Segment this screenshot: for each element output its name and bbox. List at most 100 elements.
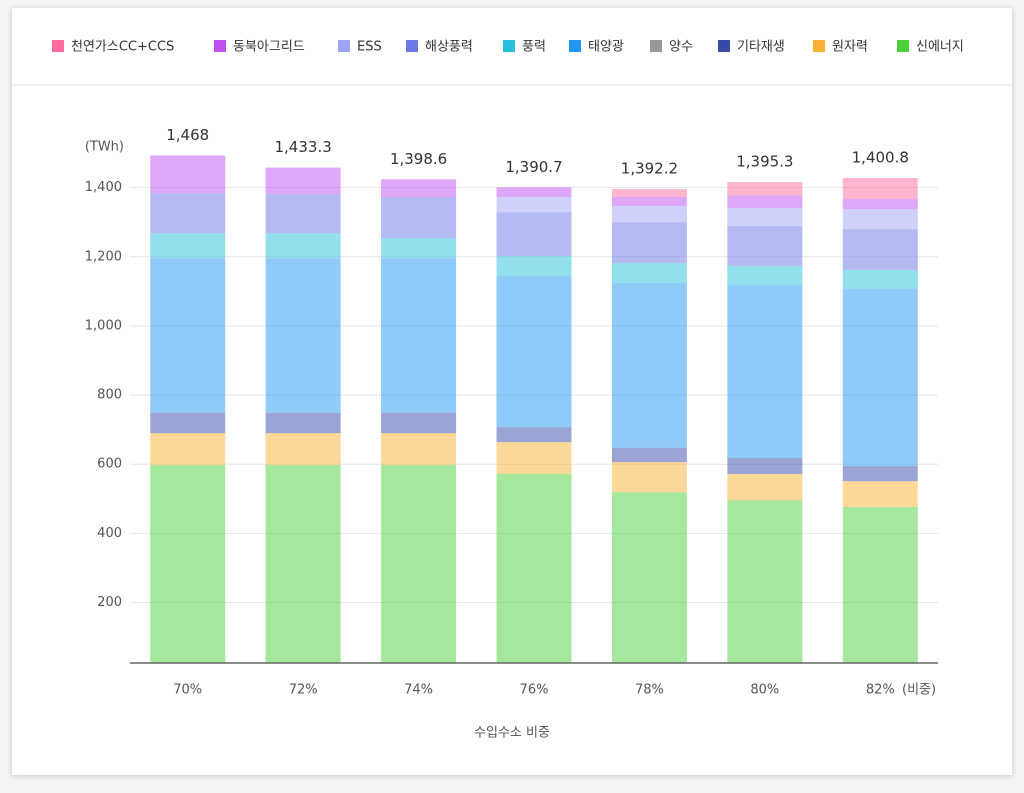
bar-segment (381, 179, 457, 197)
bar-segment (727, 473, 803, 501)
x-tick-label: 76% (520, 683, 549, 698)
bar-segment (496, 196, 572, 213)
bar-segment (265, 433, 341, 465)
total-label: 1,468 (166, 126, 209, 144)
bar-segment (611, 263, 687, 284)
legend-swatch (650, 40, 662, 52)
bar-segment (150, 433, 226, 465)
bar-segment (842, 177, 918, 200)
bar-segment (727, 285, 803, 458)
bar-segment (842, 229, 918, 270)
y-tick-label: 400 (97, 526, 122, 541)
bar-segment (611, 205, 687, 223)
bar-segment (150, 258, 226, 414)
bar-segment (496, 256, 572, 277)
y-tick-label: 600 (97, 457, 122, 472)
x-axis-title: 수입수소 비중 (474, 726, 550, 741)
legend-label: 신에너지 (916, 40, 964, 55)
bar-segment (727, 195, 803, 209)
bar-segment (727, 266, 803, 286)
legend-label: 동북아그리드 (233, 40, 305, 55)
total-label: 1,398.6 (390, 150, 447, 168)
legend-label: ESS (357, 40, 382, 55)
x-tick-label: 80% (750, 683, 779, 698)
bar-segment (381, 433, 457, 465)
bar-segment (381, 464, 457, 663)
bar-segment (496, 212, 572, 257)
legend-swatch (569, 40, 581, 52)
bar-segment (727, 500, 803, 663)
x-tick-label: 74% (404, 683, 433, 698)
bar-segment (150, 193, 226, 234)
legend-swatch (406, 40, 418, 52)
legend-label: 풍력 (522, 40, 546, 55)
legend-label: 해상풍력 (425, 40, 473, 55)
total-label: 1,400.8 (852, 148, 909, 166)
bar-segment (265, 167, 341, 195)
legend-swatch (897, 40, 909, 52)
bar-segment (727, 208, 803, 227)
bar-segment (611, 222, 687, 264)
bar-segment (381, 413, 457, 434)
bar-segment (265, 233, 341, 259)
bar-segment (611, 196, 687, 206)
legend-swatch (338, 40, 350, 52)
bar-segment (842, 465, 918, 482)
legend-label: 기타재생 (737, 40, 785, 55)
bar-segment (381, 196, 457, 239)
bar-segment (842, 507, 918, 663)
y-tick-label: 200 (97, 595, 122, 610)
y-unit: (TWh) (85, 140, 124, 155)
x-tick-label: 70% (173, 683, 202, 698)
legend-label: 원자력 (832, 40, 868, 55)
bar-segment (611, 462, 687, 493)
bar-segment (727, 457, 803, 474)
legend-label: 천연가스CC+CCS (71, 40, 174, 55)
legend-swatch (813, 40, 825, 52)
bar-segment (842, 288, 918, 466)
bar-segment (611, 447, 687, 463)
total-label: 1,392.2 (621, 160, 678, 178)
y-tick-label: 1,000 (85, 318, 122, 333)
legend-label: 양수 (669, 40, 693, 55)
total-label: 1,390.7 (505, 158, 562, 176)
bar-segment (496, 276, 572, 428)
y-tick-label: 800 (97, 388, 122, 403)
bar-segment (265, 464, 341, 663)
bar-segment (496, 442, 572, 474)
y-tick-label: 1,400 (85, 180, 122, 195)
bar-segment (842, 269, 918, 289)
legend-swatch (718, 40, 730, 52)
legend-label: 태양광 (588, 40, 624, 55)
bar-segment (381, 238, 457, 259)
x-unit: (비중) (902, 683, 936, 698)
bar-segment (842, 209, 918, 230)
bar-segment (496, 427, 572, 443)
bar-segment (611, 492, 687, 663)
bar-segment (842, 199, 918, 210)
legend-swatch (503, 40, 515, 52)
bar-segment (150, 464, 226, 663)
legend-swatch (214, 40, 226, 52)
y-tick-label: 1,200 (85, 249, 122, 264)
bar-segment (150, 155, 226, 194)
bar-segment (265, 258, 341, 414)
legend-swatch (52, 40, 64, 52)
bar-segment (150, 413, 226, 434)
x-tick-label: 72% (289, 683, 318, 698)
bar-segment (727, 226, 803, 267)
x-tick-label: 82% (866, 683, 895, 698)
bar-segment (727, 182, 803, 196)
bar-segment (611, 283, 687, 448)
bar-segment (496, 473, 572, 663)
total-label: 1,433.3 (275, 138, 332, 156)
bar-segment (611, 189, 687, 197)
bar-segment (496, 187, 572, 197)
x-tick-label: 78% (635, 683, 664, 698)
bar-segment (265, 413, 341, 434)
bar-segment (381, 258, 457, 414)
bar-segment (265, 194, 341, 234)
bar-segment (150, 233, 226, 259)
bar-segment (842, 481, 918, 508)
